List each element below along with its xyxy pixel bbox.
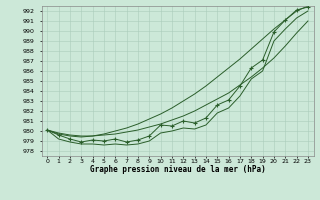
- X-axis label: Graphe pression niveau de la mer (hPa): Graphe pression niveau de la mer (hPa): [90, 165, 266, 174]
